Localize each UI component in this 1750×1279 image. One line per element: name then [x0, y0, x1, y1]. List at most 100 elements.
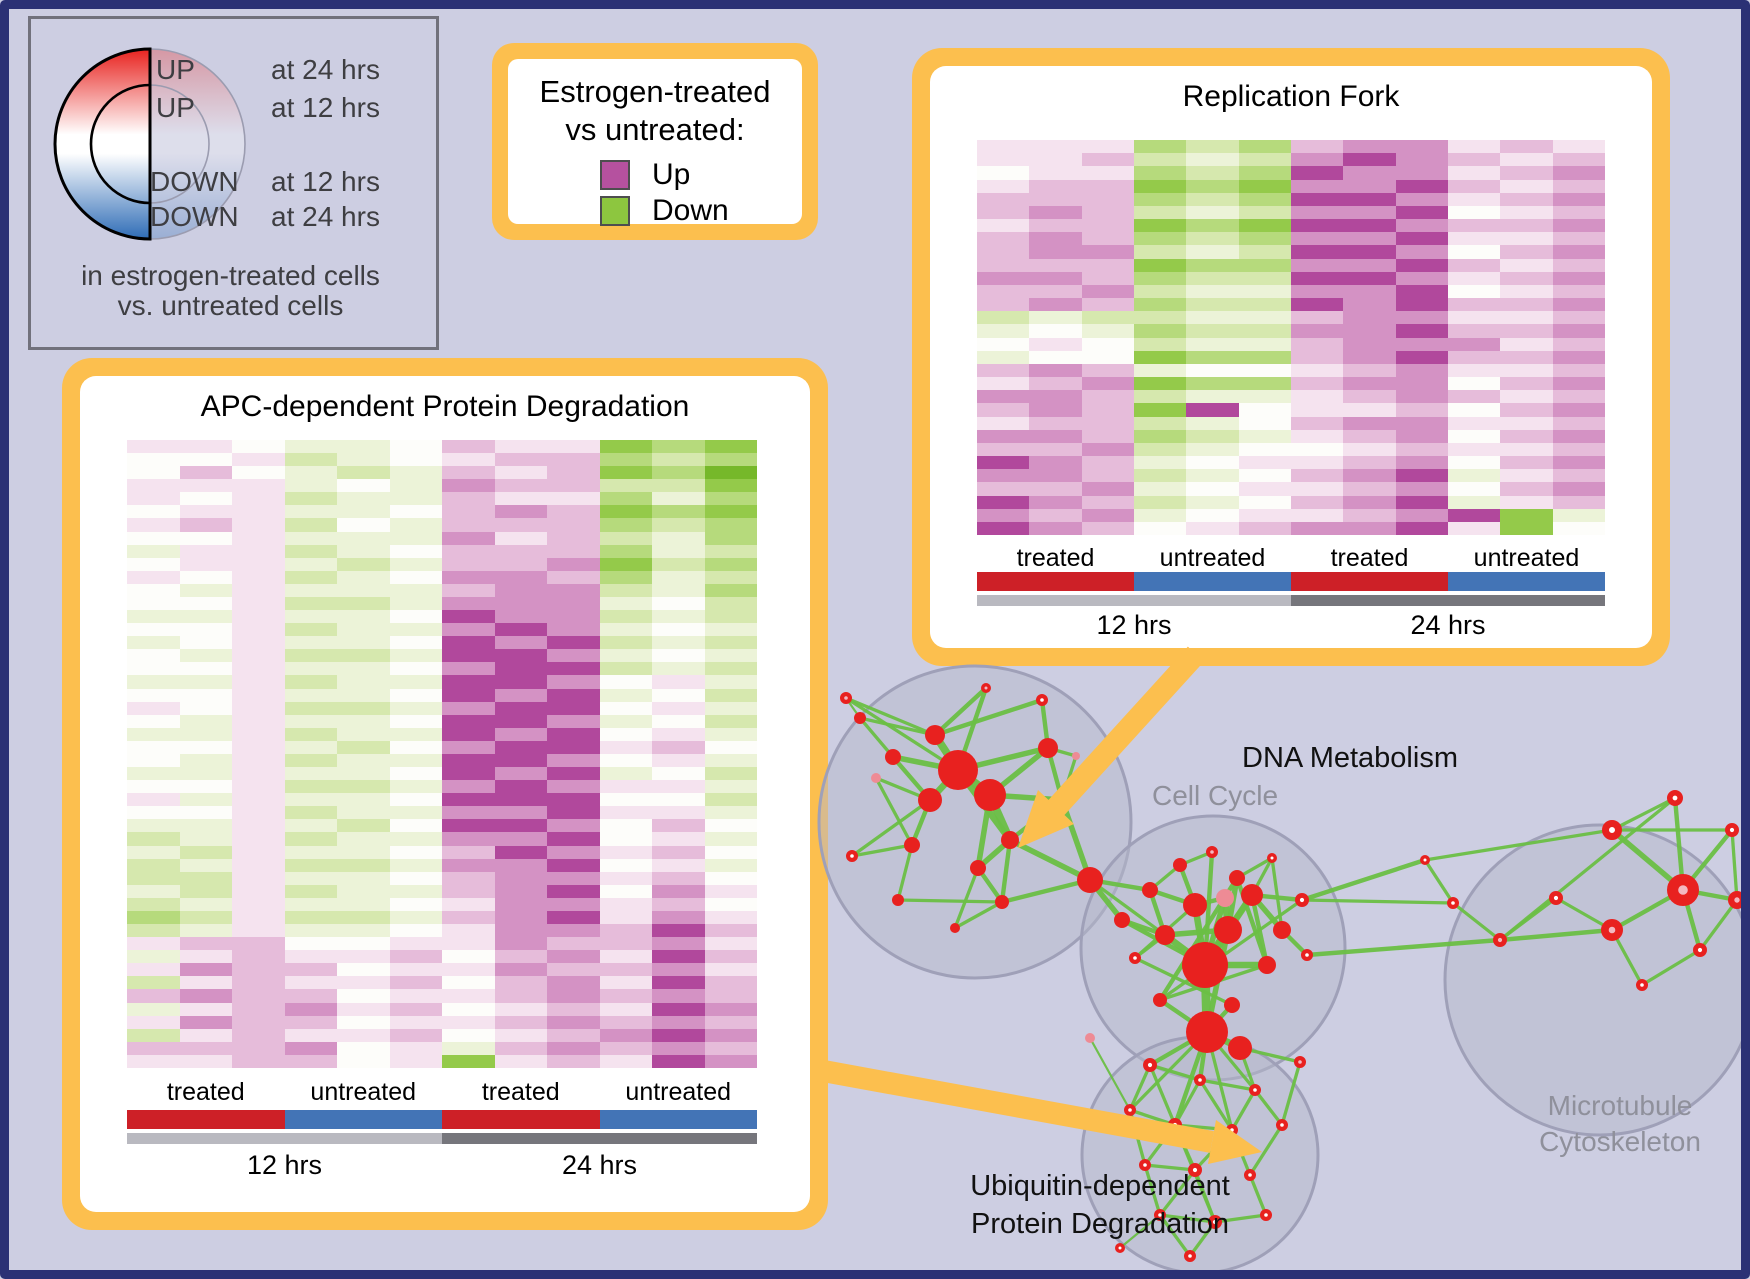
network-edge — [1128, 1109, 1147, 1166]
heatmap-cell — [179, 505, 232, 519]
heatmap-cell — [442, 989, 495, 1003]
down-color-swatch — [600, 196, 630, 226]
heatmap-cell — [1029, 311, 1082, 325]
network-edge — [1193, 1128, 1234, 1172]
heatmap-cell — [1290, 205, 1344, 219]
network-edge — [1250, 857, 1274, 896]
heatmap-cell — [442, 767, 495, 781]
heatmap-cell — [1238, 284, 1291, 298]
heatmap-cell — [284, 453, 337, 467]
heatmap-cell — [1290, 363, 1344, 377]
heatmap-cell — [599, 518, 652, 532]
heatmap-cell — [1343, 284, 1396, 298]
network-edge — [1249, 893, 1285, 932]
heatmap-cell — [232, 884, 285, 898]
heatmap-cell — [232, 989, 285, 1003]
network-edge — [1008, 837, 1092, 883]
heatmap-cell — [337, 832, 390, 846]
heatmap-cell — [1552, 219, 1605, 233]
heatmap-cell — [599, 492, 652, 506]
heatmap-cell — [1395, 377, 1448, 391]
heatmap-cell — [284, 832, 337, 846]
heatmap-cell — [547, 440, 600, 454]
heatmap-cell — [652, 1002, 705, 1016]
heatmap-cell — [599, 845, 652, 859]
heatmap-cell — [442, 832, 495, 846]
heatmap-cell — [337, 453, 390, 467]
heatmap-cell — [442, 688, 495, 702]
heatmap-cell — [494, 596, 547, 611]
heatmap-cell — [1343, 324, 1396, 338]
network-node — [1153, 993, 1167, 1007]
heatmap-cell — [127, 675, 180, 689]
rf-time-bar — [977, 595, 1605, 606]
heatmap-cell — [1343, 232, 1396, 246]
network-node — [918, 788, 942, 812]
heatmap-cell — [547, 1015, 600, 1029]
heatmap-cell — [337, 557, 390, 571]
heatmap-cell — [494, 623, 547, 637]
heatmap-cell — [1552, 166, 1605, 180]
heatmap-cell — [1081, 205, 1134, 219]
heatmap-cell — [284, 570, 337, 584]
heatmap-cell — [179, 937, 232, 951]
heatmap-cell — [652, 531, 705, 545]
network-edge — [1158, 876, 1239, 1002]
heatmap-cell — [704, 688, 757, 702]
heatmap-cell — [1343, 390, 1396, 404]
heatmap-cell — [127, 989, 180, 1003]
heatmap-cell — [599, 466, 652, 480]
heatmap-cell — [284, 440, 337, 454]
heatmap-cell — [652, 753, 705, 768]
heatmap-cell — [127, 950, 180, 964]
heatmap-cell — [704, 662, 757, 676]
heatmap-cell — [232, 727, 285, 741]
heatmap-cell — [977, 179, 1030, 193]
heatmap-cell — [232, 544, 285, 558]
heatmap-cell — [1238, 219, 1291, 233]
heatmap-cell — [547, 636, 600, 650]
heatmap-cell — [704, 453, 757, 467]
network-node — [1293, 1055, 1306, 1068]
network-edge — [891, 755, 932, 802]
heatmap-cell — [284, 793, 337, 807]
heatmap-cell — [284, 649, 337, 663]
heatmap-cell — [1343, 429, 1396, 443]
heatmap-cell — [547, 806, 600, 820]
heatmap-cell — [1186, 416, 1239, 430]
network-edge — [851, 798, 931, 858]
network-edge — [1008, 798, 1064, 842]
network-node — [1183, 893, 1207, 917]
heatmap-cell — [337, 740, 390, 754]
network-edge — [859, 716, 936, 737]
network-edge — [1089, 878, 1166, 937]
heatmap-cell — [547, 989, 600, 1003]
heatmap-cell — [652, 780, 705, 794]
heatmap-cell — [1186, 153, 1239, 167]
heatmap-cell — [1500, 416, 1553, 430]
heatmap-cell — [389, 897, 442, 911]
heatmap-cell — [599, 780, 652, 794]
heatmap-cell — [284, 819, 337, 833]
heatmap-cell — [179, 832, 232, 846]
heatmap-cell — [1552, 337, 1605, 351]
network-edge — [1174, 1123, 1233, 1132]
heatmap-cell — [704, 466, 757, 480]
heatmap-cell — [127, 688, 180, 702]
heatmap-cell — [1186, 258, 1239, 272]
heatmap-cell — [599, 714, 652, 728]
heatmap-cell — [1500, 219, 1553, 233]
heatmap-cell — [179, 780, 232, 794]
heatmap-cell — [1395, 403, 1448, 417]
heatmap-cell — [337, 1002, 390, 1016]
heatmap-cell — [1500, 153, 1553, 167]
heatmap-cell — [179, 518, 232, 532]
heatmap-cell — [494, 583, 547, 597]
heatmap-cell — [389, 610, 442, 624]
heatmap-cell — [1552, 324, 1605, 338]
heatmap-cell — [977, 469, 1030, 483]
heatmap-cell — [1552, 482, 1605, 496]
heatmap-cell — [1081, 456, 1134, 470]
heatmap-cell — [977, 416, 1030, 430]
heatmap-cell — [547, 492, 600, 506]
